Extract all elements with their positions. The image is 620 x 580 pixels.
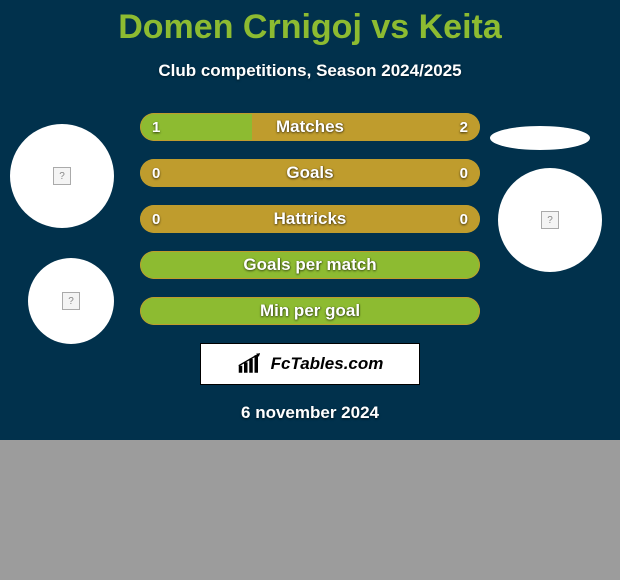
bar-chart-icon — [237, 353, 265, 375]
watermark-text: FcTables.com — [271, 354, 384, 374]
bar-value-left: 0 — [152, 205, 160, 233]
background-bottom — [0, 440, 620, 580]
bar-value-right: 2 — [460, 113, 468, 141]
stat-bar: Goals0 0 — [140, 159, 480, 187]
date-text: 6 november 2024 — [0, 403, 620, 423]
bar-value-right: 0 — [460, 159, 468, 187]
bar-label: Goals — [140, 159, 480, 187]
stat-bar: Matches1 2 — [140, 113, 480, 141]
bar-value-right: 0 — [460, 205, 468, 233]
bar-value-left: 0 — [152, 159, 160, 187]
bar-label: Hattricks — [140, 205, 480, 233]
bar-label: Goals per match — [140, 251, 480, 279]
stat-bar: Min per goal — [140, 297, 480, 325]
bar-label: Matches — [140, 113, 480, 141]
watermark-badge: FcTables.com — [200, 343, 420, 385]
page-subtitle: Club competitions, Season 2024/2025 — [0, 61, 620, 81]
stat-bars: Matches12Goals00Hattricks00Goals per mat… — [140, 113, 480, 325]
stat-bar: Goals per match — [140, 251, 480, 279]
content-wrapper: Domen Crnigoj vs Keita Club competitions… — [0, 0, 620, 423]
page-title: Domen Crnigoj vs Keita — [0, 0, 620, 47]
bar-label: Min per goal — [140, 297, 480, 325]
stat-bar: Hattricks0 0 — [140, 205, 480, 233]
bar-value-left: 1 — [152, 113, 160, 141]
